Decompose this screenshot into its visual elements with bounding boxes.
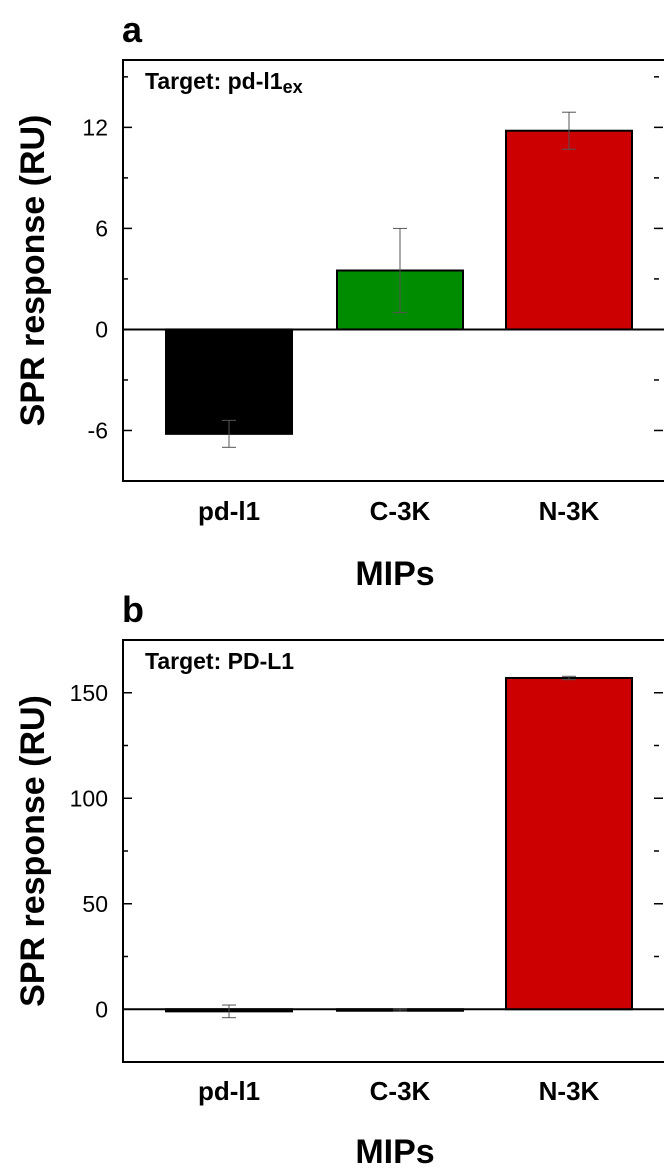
x-axis-label: MIPs bbox=[355, 1133, 434, 1165]
y-tick-label: 150 bbox=[70, 680, 108, 706]
y-axis-label: SPR response (RU) bbox=[14, 695, 52, 1007]
x-axis-label: MIPs bbox=[355, 555, 434, 593]
x-tick-label: C-3K bbox=[370, 496, 431, 526]
bar-N-3K bbox=[505, 129, 633, 331]
bar-N-3K bbox=[505, 676, 633, 1011]
x-tick-label: C-3K bbox=[370, 1076, 431, 1106]
y-tick-label: 12 bbox=[82, 114, 108, 140]
plot-frame bbox=[122, 59, 664, 482]
chart-panel-a: a -6 0 6 12 pd-l1 C-3K N-3K Target: pd-l1ex MIPs S… bbox=[14, 9, 664, 593]
y-tick-label: 6 bbox=[95, 215, 108, 241]
bar-pd-l1 bbox=[165, 328, 293, 435]
panel-label: b bbox=[122, 589, 144, 630]
y-tick-label: 50 bbox=[82, 891, 108, 917]
y-tick-label: 100 bbox=[70, 785, 108, 811]
target-annotation: Target: PD-L1 bbox=[145, 648, 294, 674]
x-tick-label: pd-l1 bbox=[198, 496, 260, 526]
chart-panel-b: b 0 50 100 150 pd-l1 C-3K N-3K Target: PD-L1 MIPs… bbox=[14, 589, 664, 1170]
y-axis-label: SPR response (RU) bbox=[14, 115, 52, 427]
target-annotation: Target: pd-l1ex bbox=[145, 68, 303, 97]
y-tick-label: 0 bbox=[95, 316, 108, 342]
y-tick-label: -6 bbox=[88, 417, 108, 443]
y-tick-label: 0 bbox=[95, 996, 108, 1022]
x-tick-label: N-3K bbox=[539, 496, 600, 526]
target-annotation-subscript: ex bbox=[283, 77, 303, 97]
x-tick-label: N-3K bbox=[539, 1076, 600, 1106]
panel-label: a bbox=[122, 9, 143, 50]
x-tick-label: pd-l1 bbox=[198, 1076, 260, 1106]
